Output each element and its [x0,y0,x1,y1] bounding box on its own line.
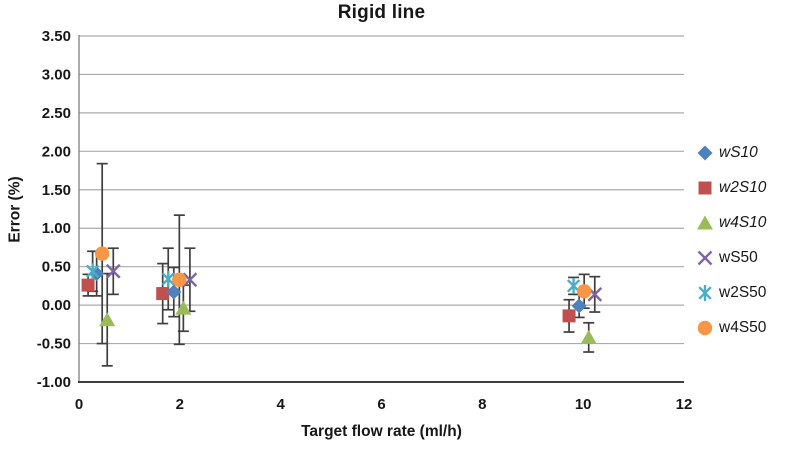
wS50-marker [182,272,198,288]
legend-label: w2S50 [719,284,767,301]
x-axis-title: Target flow rate (ml/h) [301,423,462,440]
x-tick-label: 2 [176,396,184,413]
legend-item-wS50: wS50 [695,246,766,270]
legend-item-w2S10: w2S10 [695,176,766,200]
w2S10-marker [81,278,95,292]
wS50-marker [105,263,121,279]
y-axis-title: Error (%) [6,176,24,243]
legend-label: wS50 [719,249,758,266]
w4S10-marker [580,329,597,344]
y-tick-label: 1.50 [42,182,71,199]
y-tick-label: 2.00 [42,143,71,160]
legend-label: w4S50 [719,319,767,336]
x-tick-label: 12 [676,396,693,413]
w4S10-marker [175,300,192,315]
y-tick-label: -1.00 [37,374,71,391]
x-tick-label: 4 [276,396,285,413]
wS10-marker [166,284,182,300]
legend: wS10 w2S10 w4S10 wS50 w2S50 w4S50 [695,141,766,340]
y-tick-label: -0.50 [37,336,71,353]
y-tick-label: 3.00 [42,66,71,83]
legend-label: w4S10 [719,214,767,231]
y-tick-label: 3.50 [42,28,71,45]
y-tick-label: 2.50 [42,105,71,122]
w2S10-marker [562,309,576,323]
wS10-marker [571,298,587,314]
w4S50-marker [576,284,592,299]
legend-item-w4S50: w4S50 [695,316,766,340]
legend-marker-asterisk-icon [698,285,712,301]
w4S50-marker [172,272,187,287]
legend-marker-square-icon [698,181,712,195]
w4S10-marker [99,312,116,327]
legend-marker-circle-icon [697,320,713,336]
legend-label: wS10 [719,144,758,161]
w2S50-marker [161,270,175,287]
w4S50-marker [94,246,110,261]
w2S50-marker [85,263,100,280]
legend-item-w4S10: w4S10 [695,211,766,235]
legend-label: w2S10 [719,179,767,196]
legend-item-w2S50: w2S50 [695,281,766,305]
chart-title: Rigid line [337,2,426,23]
y-tick-label: 0.50 [42,259,71,276]
legend-marker-diamond-icon [697,145,713,161]
legend-item-wS10: wS10 [695,141,766,165]
w2S10-marker [156,287,170,301]
x-tick-label: 0 [75,396,83,413]
y-tick-label: 1.00 [42,220,71,237]
x-tick-label: 6 [377,396,385,413]
y-tick-label: 0.00 [42,297,71,314]
legend-marker-triangle-icon [697,215,713,230]
x-tick-label: 8 [478,396,486,413]
x-tick-label: 10 [575,396,592,413]
legend-marker-x-icon [697,250,713,266]
